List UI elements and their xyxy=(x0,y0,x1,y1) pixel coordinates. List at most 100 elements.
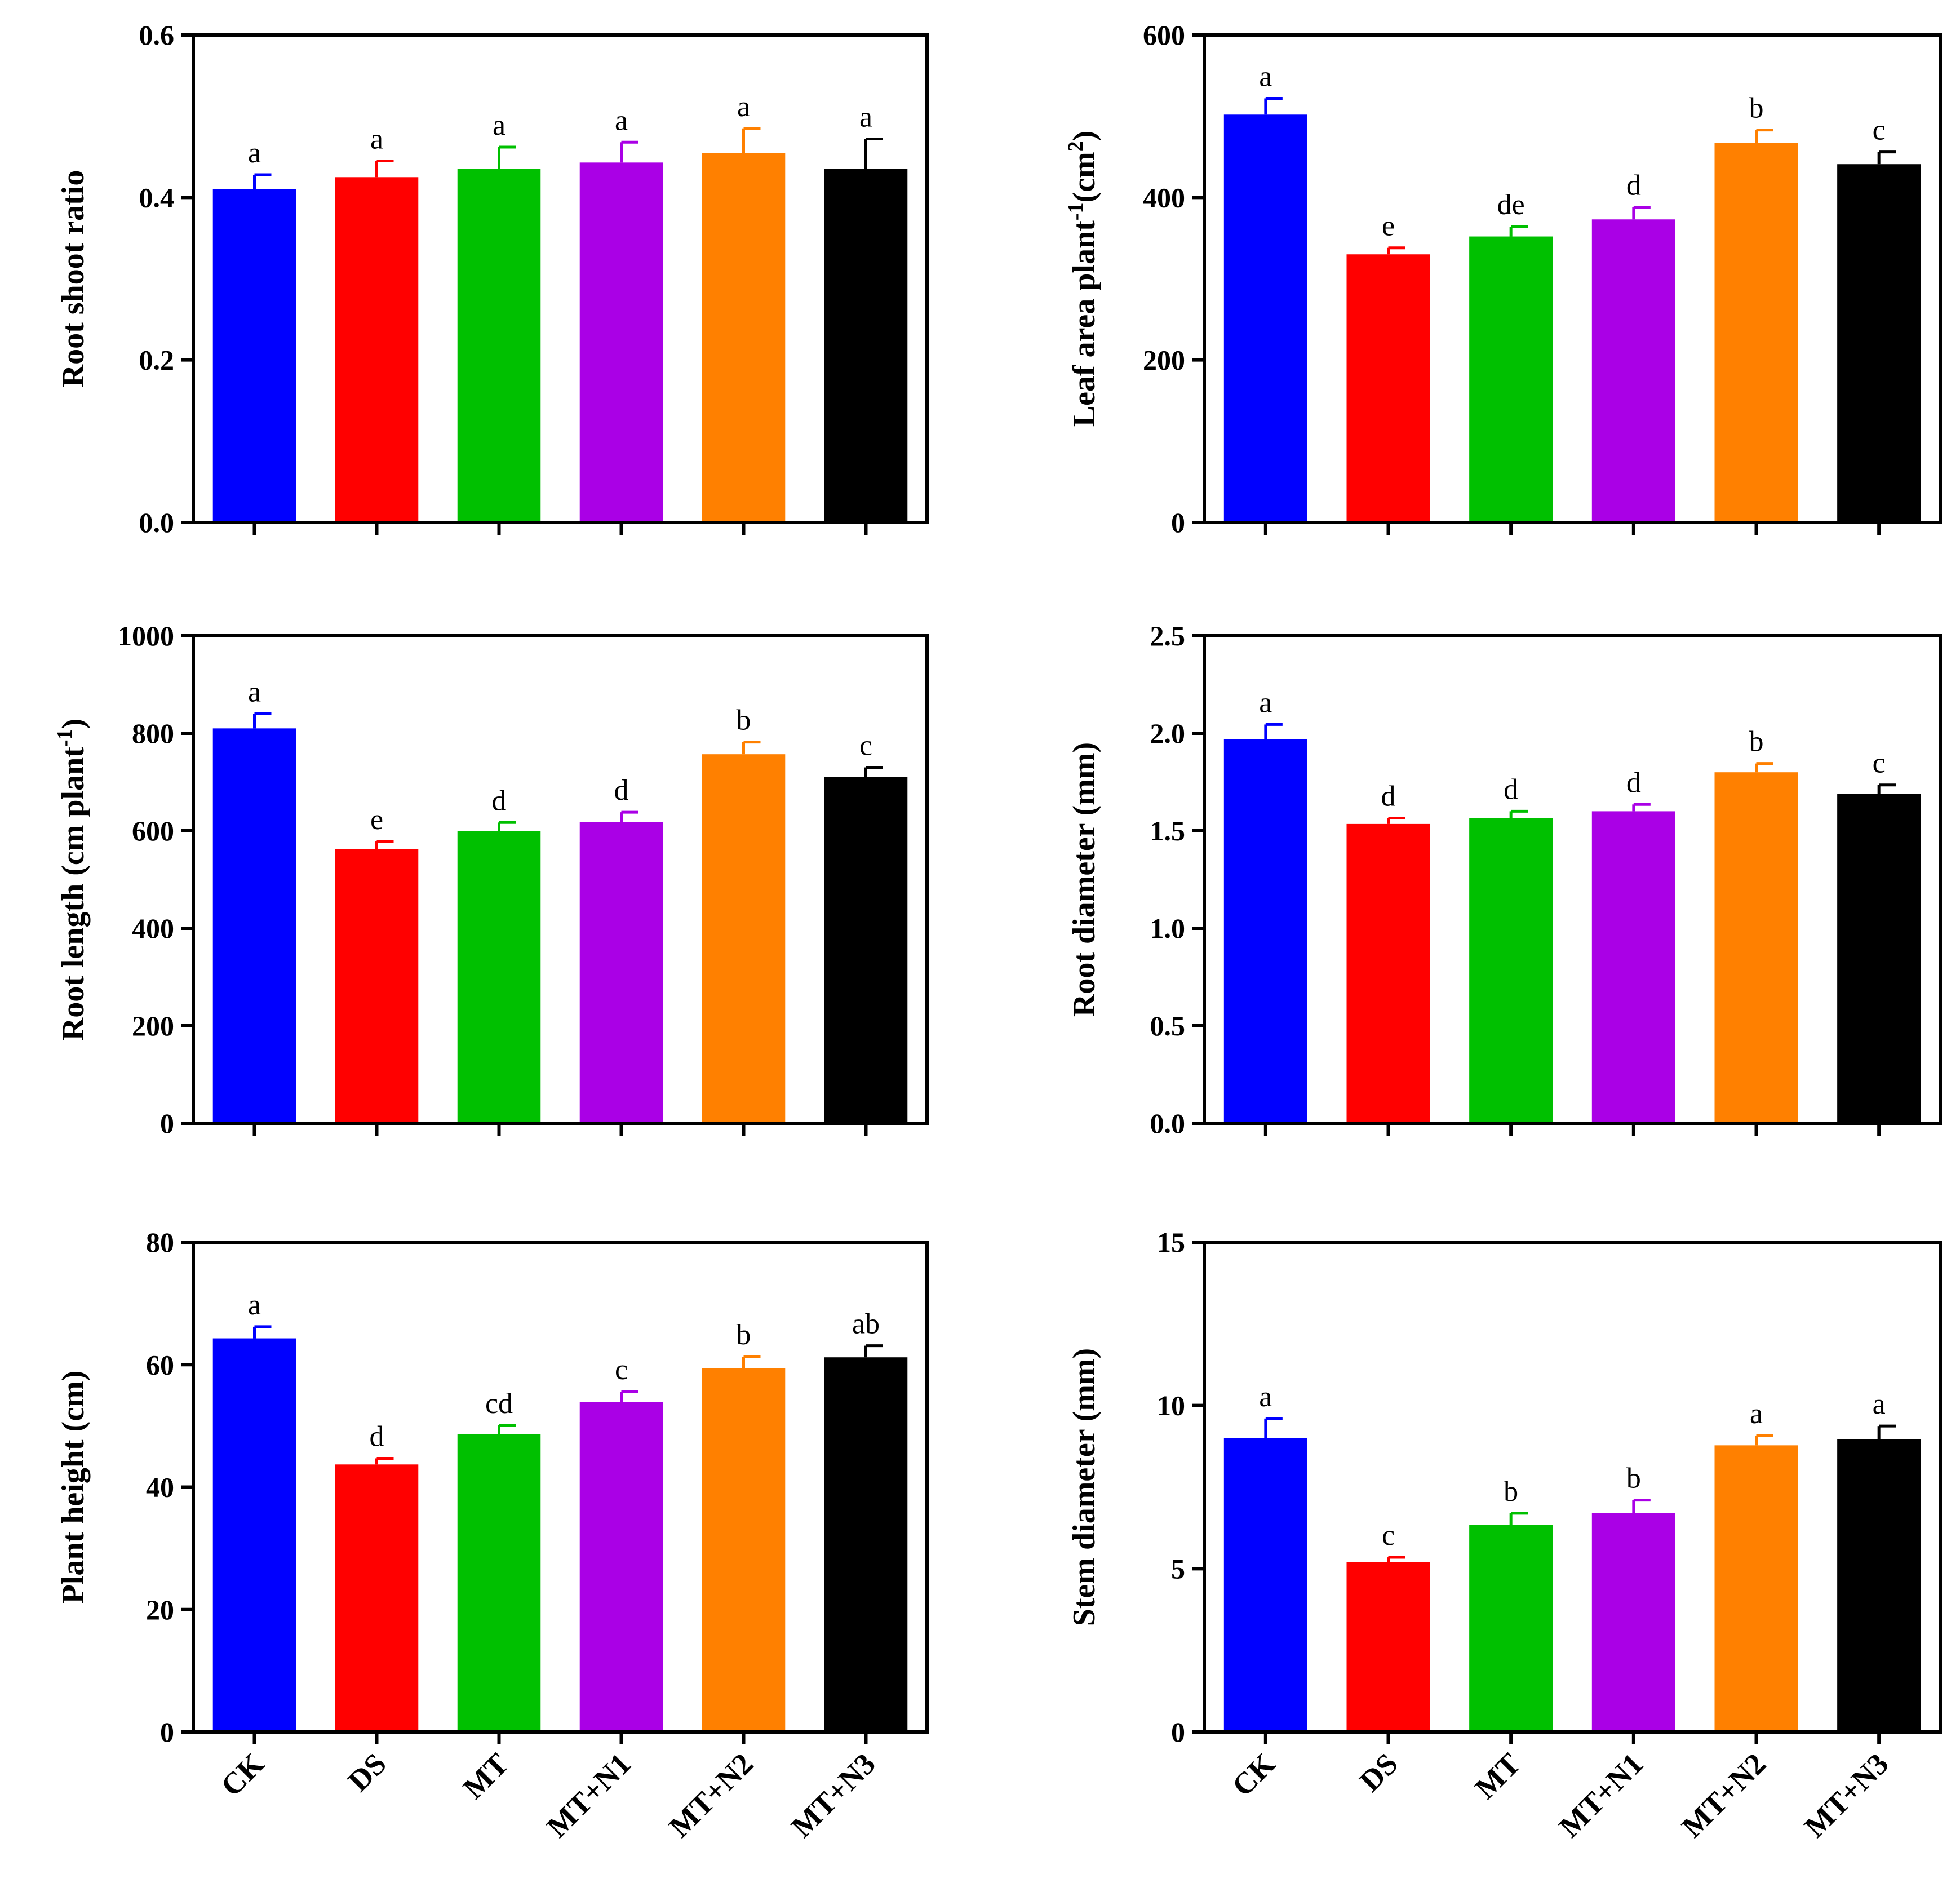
y-tick-label: 20 xyxy=(146,1594,174,1625)
x-tick-label: MT+N3 xyxy=(785,1747,882,1844)
significance-label: a xyxy=(248,137,261,169)
y-tick-label: 1.5 xyxy=(1150,815,1186,847)
significance-label: de xyxy=(1497,189,1525,221)
significance-label: d xyxy=(492,785,507,817)
chart-panel-5: a d cd c b ab 0 20 40 60 80 CK DS MT MT+N1 MT+N2 MT+N3 Pl… xyxy=(56,1226,929,1844)
bar-mt-n1 xyxy=(579,162,663,522)
significance-label: d xyxy=(614,774,629,807)
bar-ds xyxy=(335,177,419,523)
significance-label: d xyxy=(1626,767,1641,799)
significance-label: e xyxy=(370,804,383,836)
y-axis-label-part: (cm xyxy=(1067,152,1102,202)
y-tick-label: 600 xyxy=(132,815,174,847)
bar-mt-n2 xyxy=(1714,143,1798,522)
bar-mt-n2 xyxy=(702,754,786,1123)
chart-panel-1: a a a a a a 0.0 0.2 0.4 0.6 Root shoot ratio xyxy=(56,19,929,538)
bar-mt-n1 xyxy=(1591,1513,1675,1732)
chart-panel-2: a e de d b c 0 200 400 600 Leaf area plant-1(cm2) xyxy=(1064,19,1942,538)
y-axis-label-part: Root diameter (mm) xyxy=(1067,742,1102,1017)
bar-mt-n3 xyxy=(824,1357,908,1732)
y-axis-label: Root diameter (mm) xyxy=(1067,742,1102,1017)
significance-label: a xyxy=(1750,1398,1763,1430)
x-tick-label: DS xyxy=(1353,1747,1404,1798)
bar-ck xyxy=(212,728,296,1123)
bar-ck xyxy=(1223,739,1307,1123)
y-tick-label: 0.0 xyxy=(1150,1108,1186,1139)
y-axis-label: Root length (cm plant-1) xyxy=(53,719,91,1040)
y-tick-label: 1.0 xyxy=(1150,912,1186,944)
significance-label: a xyxy=(248,1289,261,1321)
bar-mt xyxy=(1469,1525,1553,1732)
significance-label: e xyxy=(1382,210,1395,242)
significance-label: a xyxy=(1259,686,1272,719)
plot-frame xyxy=(1203,1241,1942,1734)
x-tick-label: MT xyxy=(456,1747,515,1805)
plot-frame xyxy=(1203,33,1942,524)
x-tick-label: DS xyxy=(342,1747,393,1798)
y-axis-label-part: Stem diameter (mm) xyxy=(1067,1348,1102,1626)
y-axis-label-part: Leaf area plant xyxy=(1067,220,1102,427)
bar-mt xyxy=(1469,236,1553,522)
y-tick-label: 200 xyxy=(1143,344,1185,376)
y-tick-label: 0 xyxy=(160,1716,174,1748)
significance-label: b xyxy=(1626,1463,1641,1495)
significance-label: c xyxy=(615,1354,628,1386)
y-tick-label: 400 xyxy=(1143,181,1185,213)
bar-ds xyxy=(335,849,419,1123)
significance-label: b xyxy=(737,1319,751,1351)
bar-ds xyxy=(1346,254,1430,522)
significance-label: a xyxy=(370,123,383,155)
bar-mt-n3 xyxy=(824,777,908,1123)
y-tick-label: 2.0 xyxy=(1150,717,1186,749)
y-tick-label: 2.5 xyxy=(1150,620,1186,652)
bar-mt-n1 xyxy=(1591,219,1675,523)
y-axis-label-part: ) xyxy=(56,719,91,729)
y-axis-label-part: Root shoot ratio xyxy=(56,170,91,388)
significance-label: c xyxy=(859,730,872,762)
y-tick-label: 0.5 xyxy=(1150,1010,1186,1042)
bar-mt-n2 xyxy=(1714,1445,1798,1732)
significance-label: c xyxy=(1382,1520,1395,1552)
bar-ds xyxy=(1346,1562,1430,1732)
y-axis-label-superscript: -1 xyxy=(1064,203,1088,221)
bar-ds xyxy=(335,1464,419,1732)
bar-mt-n2 xyxy=(1714,772,1798,1123)
bar-mt-n2 xyxy=(702,153,786,523)
significance-label: a xyxy=(1259,60,1272,92)
y-tick-label: 0.0 xyxy=(139,507,175,538)
significance-label: a xyxy=(248,676,261,708)
bar-ck xyxy=(1223,114,1307,523)
bar-mt xyxy=(457,831,541,1123)
significance-label: b xyxy=(1749,726,1764,758)
y-tick-label: 0.4 xyxy=(139,181,175,213)
x-tick-label: MT xyxy=(1469,1747,1527,1805)
y-axis-label: Plant height (cm) xyxy=(56,1371,91,1604)
plot-frame xyxy=(192,1241,929,1734)
y-axis-label: Leaf area plant-1(cm2) xyxy=(1064,131,1102,427)
significance-label: a xyxy=(493,109,505,141)
significance-label: a xyxy=(1873,1388,1886,1420)
y-tick-label: 0 xyxy=(160,1108,174,1139)
y-axis-label-superscript: -1 xyxy=(53,729,77,747)
plot-frame xyxy=(192,33,929,524)
bar-mt-n3 xyxy=(1837,794,1921,1123)
x-tick-label: MT+N2 xyxy=(663,1747,760,1844)
significance-label: a xyxy=(615,104,628,136)
y-tick-label: 0.6 xyxy=(139,19,175,51)
bar-mt xyxy=(1469,818,1553,1123)
bar-mt-n1 xyxy=(579,1402,663,1732)
y-axis-label-part: Root length (cm plant xyxy=(56,747,91,1040)
significance-label: b xyxy=(737,705,751,737)
x-tick-label: CK xyxy=(1226,1747,1282,1803)
chart-panel-4: a d d d b c 0.0 0.5 1.0 1.5 2.0 2.5 Root diameter (m… xyxy=(1067,620,1942,1139)
bar-mt-n3 xyxy=(824,169,908,522)
y-tick-label: 0.2 xyxy=(139,344,175,376)
y-tick-label: 80 xyxy=(146,1226,174,1258)
bar-mt xyxy=(457,1433,541,1732)
bar-mt-n2 xyxy=(702,1368,786,1732)
plot-frame xyxy=(192,634,929,1125)
chart-panel-6: a c b b a a 0 5 10 15 CK DS MT MT+N1 MT+N2 MT+N3 Stem di… xyxy=(1067,1226,1942,1844)
significance-label: d xyxy=(1504,773,1518,805)
x-tick-label: MT+N3 xyxy=(1798,1747,1895,1844)
significance-label: a xyxy=(859,101,872,134)
